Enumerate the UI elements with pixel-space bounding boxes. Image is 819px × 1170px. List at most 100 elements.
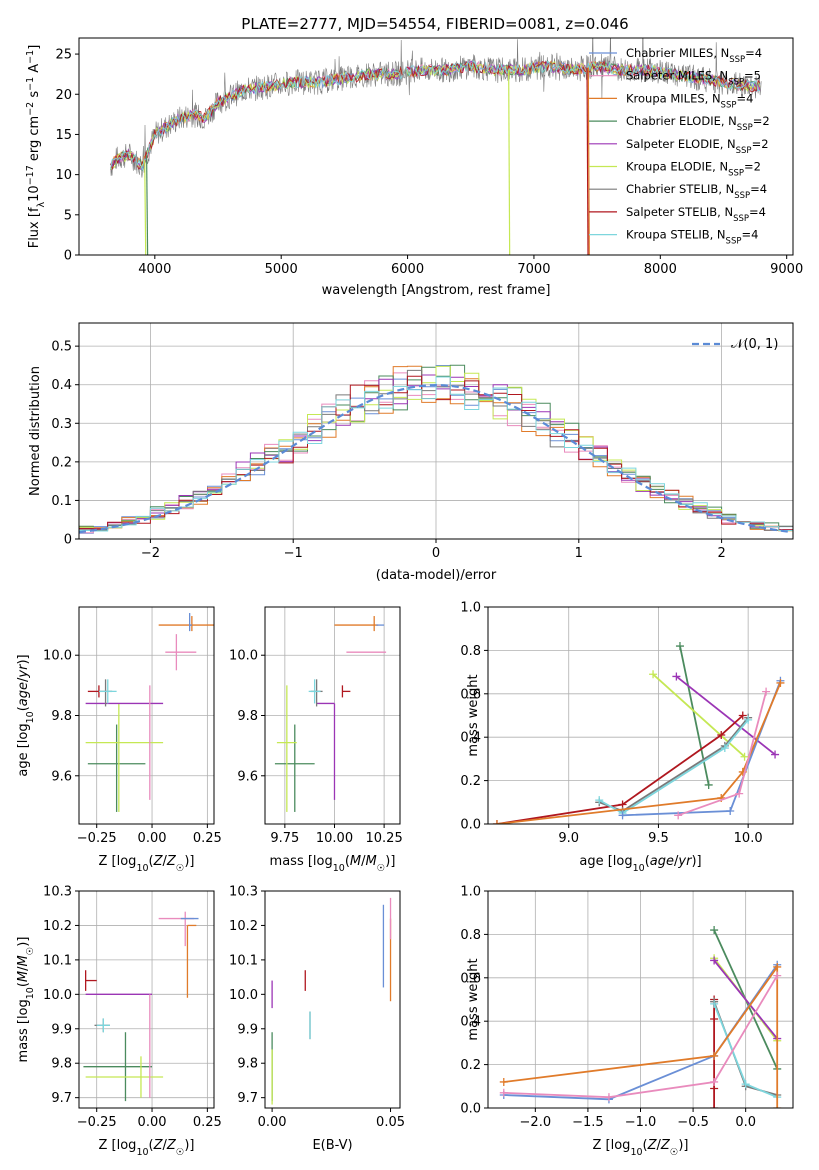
weight-marker-salpeter_stelib	[710, 1015, 719, 1024]
label-part: Flux [f	[27, 207, 42, 248]
y-tick-label: 9.6	[237, 769, 258, 784]
label-part: E(B-V)	[312, 1138, 352, 1153]
spectrum-panel: 4000 5000 6000 7000 8000 9000 0 5 10 15 20 25 wavele…	[25, 37, 803, 298]
weight-line-salpeter_stelib	[496, 714, 744, 824]
label-part: 10	[630, 1147, 642, 1158]
y-tick-label: 10.3	[229, 885, 258, 900]
x-tick-label: 0.25	[193, 1115, 222, 1130]
label-part: Normed distribution	[28, 366, 43, 496]
weight_vs_age-y-label: mass weight	[466, 674, 481, 756]
mass_vs_Z-y-label: mass [log10(M/M☉)]	[16, 937, 36, 1063]
y-tick-label: 9.7	[51, 1091, 72, 1106]
weight-marker-salpeter_stelib	[717, 731, 726, 740]
y-tick-label: 1.0	[460, 885, 481, 900]
age_vs_mass-x-label: mass [log10(M/M☉)]	[270, 854, 396, 874]
label-part: mass weight	[466, 674, 481, 756]
y-tick-label: 10.1	[43, 953, 72, 968]
plot-area	[85, 613, 214, 812]
label-part: age [log	[579, 854, 632, 869]
weight-marker-kroupa_miles	[492, 820, 501, 824]
axes-frame	[78, 606, 215, 825]
label-part: Z	[166, 854, 177, 869]
y-tick-label: 0.2	[460, 774, 481, 789]
axes-frame	[78, 890, 215, 1109]
x-tick-label: −0.25	[77, 831, 117, 846]
y-tick-label: 0.1	[51, 494, 72, 509]
plot-area	[274, 616, 387, 812]
x-tick-label: 0.0	[735, 1115, 756, 1130]
y-tick-label: 5	[64, 208, 72, 223]
legend-subscript: SSP	[736, 146, 752, 156]
y-tick-label: 0.4	[460, 1015, 481, 1030]
legend-text: Kroupa MILES, N	[626, 91, 721, 105]
x-tick-label: 1	[575, 546, 583, 561]
x-tick-label: 9.0	[558, 831, 579, 846]
x-tick-label: −2.0	[520, 1115, 552, 1130]
label-part: /	[16, 677, 31, 682]
label-part: A	[27, 64, 42, 77]
x-tick-label: 9.75	[270, 831, 299, 846]
label-part: )]	[678, 1138, 688, 1153]
weight-marker-salpeter_miles	[710, 1077, 719, 1086]
legend-text: Kroupa STELIB, N	[626, 228, 726, 242]
x-tick-label: 0.00	[138, 831, 167, 846]
y-tick-label: 0.3	[51, 417, 72, 432]
label-part: M	[366, 854, 377, 869]
label-part: λ	[36, 201, 47, 207]
age-vs-metallicity-panel: −0.25 0.00 0.259.69.810.0Z [log10(Z/Z☉)]ag…	[16, 606, 222, 874]
label-part: /	[657, 1138, 662, 1153]
x-tick-label: 5000	[265, 262, 298, 277]
label-part: )]	[184, 1138, 194, 1153]
y-tick-label: 9.9	[237, 1022, 258, 1037]
legend-label-chabrier_elodie: Chabrier ELODIE, NSSP=2	[626, 114, 770, 133]
spectrum-title: PLATE=2777, MJD=54554, FIBERID=0081, z=0…	[241, 15, 628, 33]
label-part: Z	[660, 1138, 671, 1153]
label-part: s	[27, 91, 42, 102]
weight-marker-kroupa_miles	[710, 1051, 719, 1060]
weight-marker-chabrier_miles	[726, 806, 735, 815]
plot-area	[499, 926, 782, 1108]
label-part: −17	[25, 165, 36, 185]
label-part: (	[16, 982, 31, 987]
y-tick-label: 10	[55, 168, 72, 183]
weight-marker-salpeter_stelib	[738, 711, 747, 720]
label-part: Z [log	[99, 1138, 137, 1153]
label-part: 10	[136, 1147, 148, 1158]
weight-line-kroupa_miles	[496, 682, 782, 824]
x-tick-label: 10.00	[316, 831, 353, 846]
weight-marker-kroupa_stelib	[595, 796, 604, 805]
y-tick-label: 9.7	[237, 1091, 258, 1106]
label-part: /	[163, 854, 168, 869]
label-part: mass [log	[16, 999, 31, 1062]
axes-frame	[78, 322, 794, 540]
label-part: )]	[16, 937, 31, 947]
x-tick-label: 10.25	[366, 831, 403, 846]
weight-marker-kroupa_stelib	[741, 1080, 750, 1089]
normal-distribution-curve	[79, 383, 791, 534]
label-part: −1	[25, 50, 36, 64]
legend-text: Kroupa ELODIE, N	[626, 160, 728, 174]
residuals-x-label: (data-model)/error	[376, 568, 497, 583]
y-tick-label: 10.2	[229, 919, 258, 934]
plot-area	[79, 364, 793, 534]
model-drop-chabrier_elodie	[146, 155, 149, 255]
age_vs_Z-x-label: Z [log10(Z/Z☉)]	[99, 854, 195, 874]
x-tick-label: 6000	[391, 262, 424, 277]
label-part: /	[16, 966, 31, 971]
legend-suffix: =4	[736, 91, 753, 105]
y-tick-label: 10.0	[43, 649, 72, 664]
y-tick-label: 9.9	[51, 1022, 72, 1037]
weight-marker-salpeter_miles	[773, 971, 782, 980]
label-part: ☉	[377, 863, 386, 874]
x-tick-label: 0	[432, 546, 440, 561]
legend-subscript: SSP	[728, 169, 744, 179]
label-part: /	[163, 1138, 168, 1153]
model-drop-kroupa_elodie	[508, 70, 511, 255]
legend-label-kroupa_stelib: Kroupa STELIB, NSSP=4	[626, 228, 758, 247]
label-part: /	[674, 854, 679, 869]
legend-text: Chabrier ELODIE, N	[626, 114, 737, 128]
label-part: wavelength [Angstrom, rest frame]	[322, 283, 551, 298]
legend-label-kroupa_miles: Kroupa MILES, NSSP=4	[626, 91, 753, 110]
legend-suffix: =4	[741, 228, 758, 242]
